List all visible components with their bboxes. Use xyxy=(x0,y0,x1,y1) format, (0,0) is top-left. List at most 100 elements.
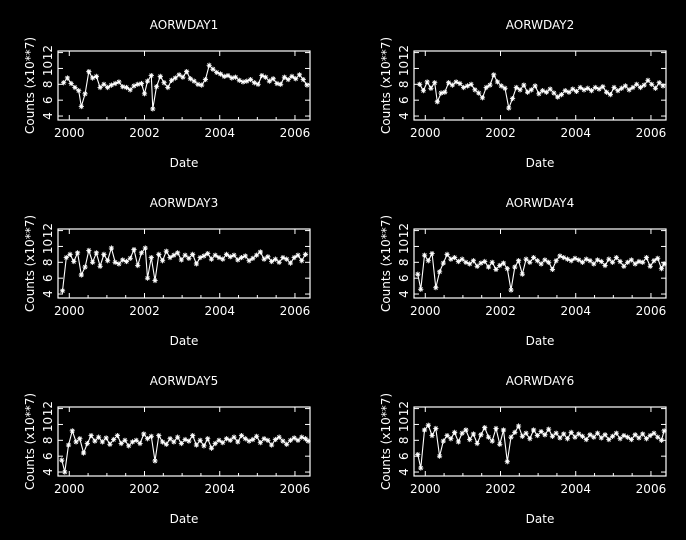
data-point-marker xyxy=(232,74,239,80)
data-point-marker xyxy=(561,431,567,437)
data-point-marker xyxy=(201,253,207,259)
y-axis-label: Counts (x10**7) xyxy=(23,215,37,312)
data-point-marker xyxy=(299,434,305,440)
data-point-marker xyxy=(296,72,303,78)
data-point-marker xyxy=(508,287,514,293)
data-point-marker xyxy=(305,438,311,444)
data-point-marker xyxy=(108,82,115,88)
x-tick-label: 2002 xyxy=(129,126,160,140)
data-point-marker xyxy=(470,431,477,437)
data-point-marker xyxy=(90,75,96,81)
data-point-marker xyxy=(429,432,435,439)
data-point-marker xyxy=(502,85,508,91)
data-point-marker xyxy=(251,80,257,86)
x-tick-label: 2004 xyxy=(560,304,591,318)
data-point-marker xyxy=(485,434,492,440)
data-point-marker xyxy=(195,81,201,87)
data-point-marker xyxy=(444,251,450,257)
data-point-marker xyxy=(259,72,265,79)
data-point-marker xyxy=(651,258,657,264)
data-point-marker xyxy=(182,252,188,258)
data-point-marker xyxy=(660,83,666,89)
data-point-marker xyxy=(152,458,158,464)
data-point-marker xyxy=(547,86,553,92)
data-point-marker xyxy=(652,85,659,91)
data-point-marker xyxy=(602,432,608,438)
data-point-marker xyxy=(263,74,269,80)
data-point-marker xyxy=(609,259,616,265)
data-point-marker xyxy=(564,256,571,262)
data-point-marker xyxy=(566,89,572,95)
y-tick-label: 12 xyxy=(41,45,55,60)
data-point-marker xyxy=(647,432,653,439)
data-point-marker xyxy=(184,69,190,75)
data-point-marker xyxy=(278,81,284,87)
data-point-marker xyxy=(156,251,162,257)
data-point-marker xyxy=(86,69,92,75)
data-point-marker xyxy=(93,250,99,256)
data-point-marker xyxy=(122,437,128,443)
data-point-marker xyxy=(159,439,166,445)
data-point-marker xyxy=(542,432,548,438)
data-point-marker xyxy=(628,257,634,263)
data-point-marker xyxy=(210,66,216,72)
x-tick-label: 2002 xyxy=(129,482,160,496)
x-tick-label: 2000 xyxy=(54,126,85,140)
data-point-marker xyxy=(223,436,230,442)
data-point-marker xyxy=(111,436,117,443)
data-point-marker xyxy=(453,79,459,85)
data-point-marker xyxy=(144,78,151,84)
data-point-marker xyxy=(568,429,574,435)
data-point-marker xyxy=(561,254,567,261)
data-point-marker xyxy=(299,258,305,264)
data-point-marker xyxy=(186,255,192,261)
data-point-marker xyxy=(238,432,245,439)
data-point-marker xyxy=(463,259,469,265)
data-point-marker xyxy=(206,62,212,68)
data-point-marker xyxy=(302,251,309,257)
data-point-marker xyxy=(538,428,544,435)
data-point-marker xyxy=(287,260,294,266)
data-point-marker xyxy=(175,434,181,440)
data-point-marker xyxy=(69,428,75,434)
data-point-marker xyxy=(645,77,651,83)
data-point-marker xyxy=(135,81,141,87)
y-tick-label: 10 xyxy=(41,417,55,432)
data-point-marker xyxy=(246,258,252,264)
data-point-marker xyxy=(418,465,424,471)
data-point-marker xyxy=(619,85,625,91)
y-tick-label: 8 xyxy=(41,80,55,88)
data-point-marker xyxy=(606,256,612,262)
data-point-marker xyxy=(577,84,583,91)
y-tick-label: 4 xyxy=(397,112,411,120)
data-point-marker xyxy=(68,80,74,87)
y-tick-label: 6 xyxy=(397,274,411,282)
data-point-marker xyxy=(658,437,665,443)
data-point-marker xyxy=(549,433,556,439)
data-point-marker xyxy=(126,443,132,449)
data-point-marker xyxy=(424,79,430,85)
data-point-marker xyxy=(509,95,516,102)
data-point-marker xyxy=(415,271,421,277)
data-point-marker xyxy=(84,440,90,447)
data-point-marker xyxy=(661,261,667,267)
x-tick-label: 2006 xyxy=(636,482,667,496)
data-point-marker xyxy=(606,436,612,443)
x-tick-label: 2000 xyxy=(410,304,441,318)
data-point-marker xyxy=(504,459,510,465)
data-point-marker xyxy=(280,438,286,444)
data-point-marker xyxy=(523,256,529,262)
data-point-marker xyxy=(656,80,662,86)
data-point-marker xyxy=(455,439,461,445)
data-point-marker xyxy=(304,82,310,88)
data-point-marker xyxy=(421,252,428,258)
data-point-marker xyxy=(661,428,667,434)
data-point-marker xyxy=(144,275,151,281)
data-point-marker xyxy=(527,259,533,265)
data-point-marker xyxy=(415,451,421,458)
data-point-marker xyxy=(186,438,192,444)
data-point-marker xyxy=(553,430,559,436)
x-axis-label: Date xyxy=(526,512,555,526)
